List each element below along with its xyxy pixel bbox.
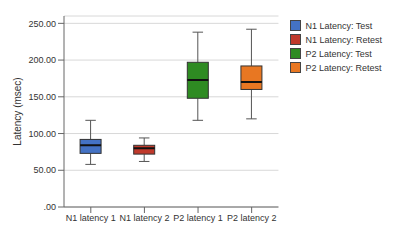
html-text:N1 Latency: Retest: N1 Latency: Retest (305, 34, 382, 45)
svg-text:P2 latency 2: P2 latency 2 (227, 213, 277, 223)
svg-text:Latency (msec): Latency (msec) (12, 77, 23, 145)
svg-text:250.00: 250.00 (28, 19, 56, 29)
svg-text:P2 latency 1: P2 latency 1 (173, 213, 223, 223)
svg-text:.00: .00 (43, 202, 56, 212)
html-text:P2 Latency: Retest: P2 Latency: Retest (305, 62, 382, 73)
html-text:P2 Latency: Test: P2 Latency: Test (305, 48, 372, 59)
html-text:N1 Latency: Test: N1 Latency: Test (305, 20, 373, 31)
svg-text:150.00: 150.00 (28, 92, 56, 102)
svg-text:N1 latency 1: N1 latency 1 (66, 213, 116, 223)
svg-text:100.00: 100.00 (28, 129, 56, 139)
svg-text:N1 latency 2: N1 latency 2 (119, 213, 169, 223)
svg-text:200.00: 200.00 (28, 55, 56, 65)
svg-text:50.00: 50.00 (33, 165, 56, 175)
